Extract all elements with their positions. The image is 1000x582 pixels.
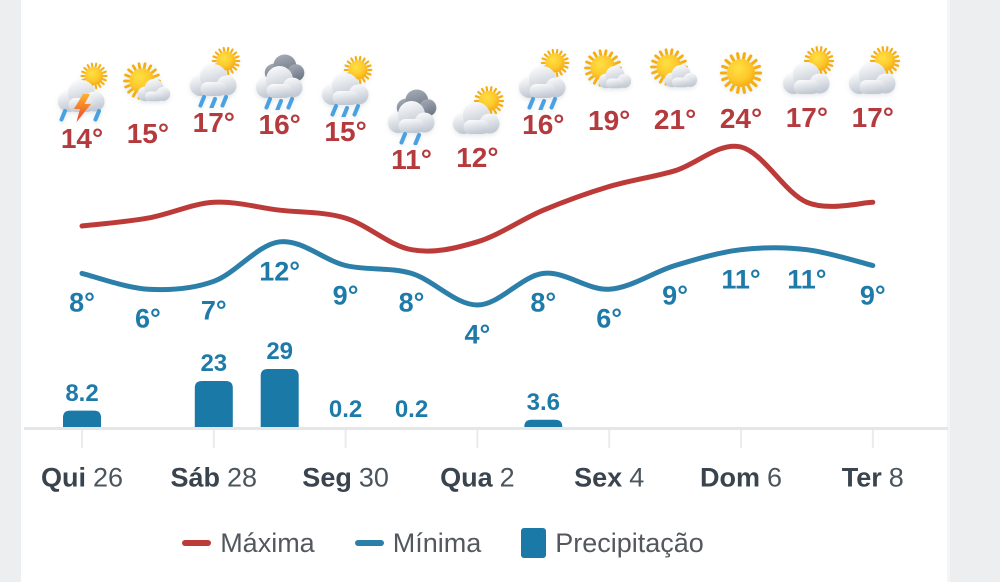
precip-bar[interactable] [194, 381, 233, 427]
min-temp-line[interactable] [79, 239, 876, 308]
legend-item-maxima[interactable]: Máxima [182, 528, 315, 559]
maxima-line-swatch-icon [182, 540, 212, 546]
legend-item-minima[interactable]: Mínima [354, 527, 482, 559]
legend-label-precipitacao: Precipitação [555, 527, 704, 558]
precip-bar[interactable] [260, 369, 299, 427]
chart-legend: Máxima Mínima Precipitação [21, 523, 950, 563]
precip-bar[interactable] [524, 419, 563, 427]
max-temp-line[interactable] [79, 143, 876, 254]
minima-line-swatch-icon [354, 540, 384, 546]
legend-label-minima: Mínima [392, 527, 482, 558]
precipitacao-square-swatch-icon [521, 528, 547, 558]
legend-item-precipitacao[interactable]: Precipitação [521, 528, 704, 559]
legend-label-maxima: Máxima [220, 527, 315, 558]
precip-bar[interactable] [63, 410, 101, 427]
